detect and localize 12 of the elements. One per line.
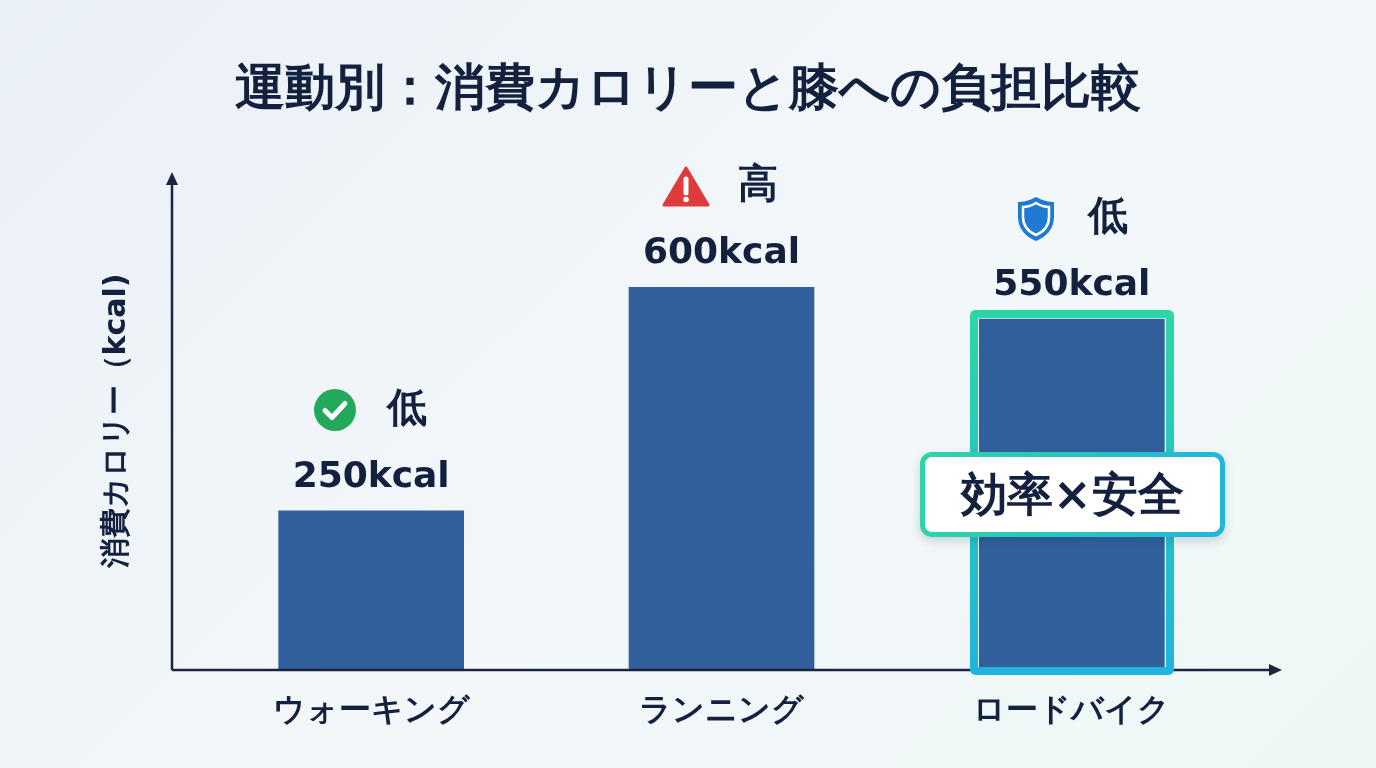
y-axis-title: 消費カロリー（kcal) (96, 273, 132, 570)
chart-title: 運動別：消費カロリーと膝への負担比較 (234, 57, 1142, 118)
x-tick-label: ランニング (639, 689, 805, 728)
data-label: 550kcal (993, 262, 1151, 304)
annotation: 高 (737, 160, 778, 207)
x-tick-label: ウォーキング (272, 689, 471, 728)
annotation: 効率×安全 (961, 465, 1184, 523)
annotation: 低 (1085, 192, 1128, 239)
data-label: 600kcal (642, 230, 801, 272)
x-tick-label: ロードバイク (973, 689, 1171, 728)
data-label: 250kcal (292, 453, 450, 495)
annotation: 低 (385, 383, 428, 430)
